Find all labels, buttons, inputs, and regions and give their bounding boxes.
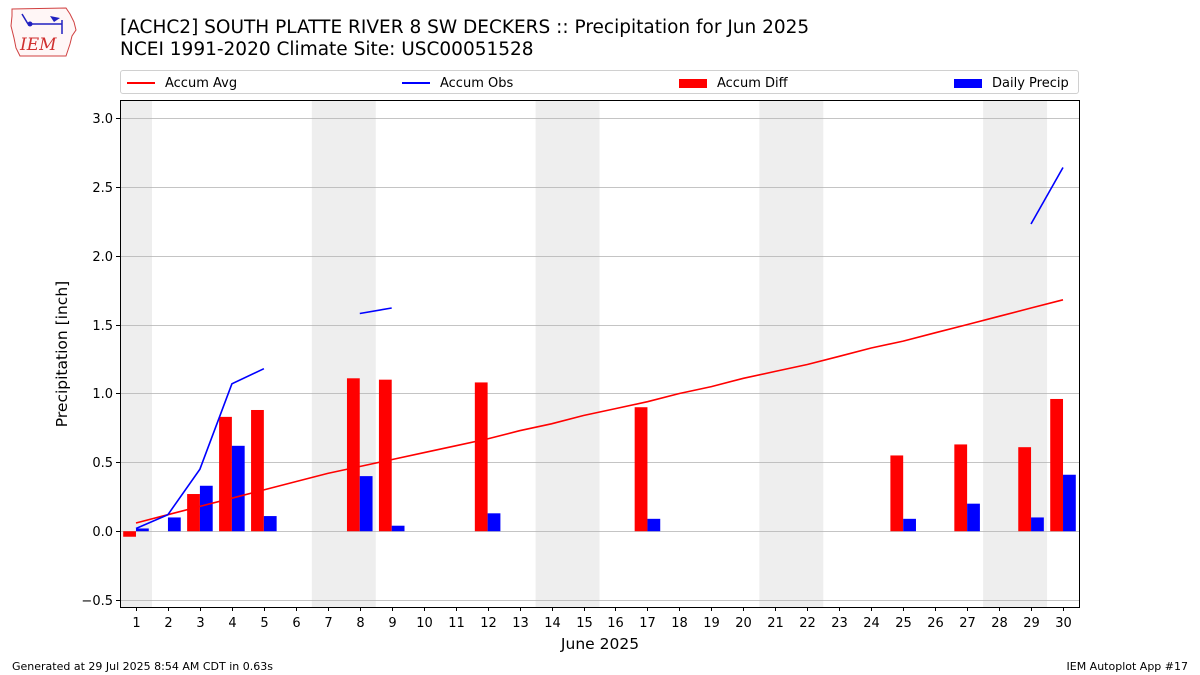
x-tick-label: 23 <box>831 616 848 631</box>
accum-diff-bar <box>378 379 392 532</box>
x-tick-label: 19 <box>703 616 720 631</box>
x-tick-label: 6 <box>292 616 300 631</box>
accum-avg-line <box>135 299 1064 524</box>
weekend-band <box>535 100 600 607</box>
accum-diff-bar <box>1018 447 1032 532</box>
y-tick-label: 0.0 <box>92 525 113 540</box>
y-axis-label: Precipitation [inch] <box>53 281 71 427</box>
x-tick-label: 27 <box>959 616 976 631</box>
legend-item-accum-obs: Accum Obs <box>402 74 513 92</box>
accum-diff-bar <box>346 378 360 532</box>
accum-diff-bar <box>251 409 264 532</box>
legend-item-accum-avg: Accum Avg <box>127 74 237 92</box>
daily-precip-bar <box>167 517 181 532</box>
accum-diff-bar <box>474 382 488 532</box>
x-tick-label: 30 <box>1055 616 1072 631</box>
x-tick-label: 16 <box>607 616 624 631</box>
x-tick-label: 18 <box>671 616 688 631</box>
x-tick-label: 29 <box>1023 616 1040 631</box>
legend-label-accum-avg: Accum Avg <box>165 75 238 91</box>
accum-diff-bar <box>123 531 136 537</box>
x-tick-label: 14 <box>544 616 561 631</box>
x-tick-label: 10 <box>416 616 433 631</box>
x-tick-label: 17 <box>639 616 656 631</box>
bars <box>123 378 1076 537</box>
iem-logo: IEM <box>10 7 77 57</box>
y-tick-label: 1.0 <box>92 387 113 402</box>
accum-diff-bar <box>890 455 904 532</box>
legend-item-accum-diff: Accum Diff <box>679 74 788 92</box>
chart-title: [ACHC2] SOUTH PLATTE RIVER 8 SW DECKERS … <box>120 17 810 38</box>
x-tick-label: 20 <box>735 616 752 631</box>
grid-lines <box>120 118 1079 601</box>
legend-swatch-accum-obs <box>402 82 430 84</box>
x-tick-label: 1 <box>132 616 140 631</box>
x-tick-label: 5 <box>260 616 268 631</box>
weekend-band <box>759 100 824 607</box>
accum-obs-line <box>1030 167 1064 225</box>
legend-swatch-accum-avg <box>127 82 155 84</box>
x-axis-label: June 2025 <box>560 635 639 653</box>
daily-precip-bar <box>487 513 501 532</box>
iowa-outline-icon <box>10 7 77 57</box>
y-tick-label: −0.5 <box>81 594 113 609</box>
x-tick-label: 7 <box>324 616 332 631</box>
daily-precip-bar <box>967 503 980 532</box>
legend-label-accum-obs: Accum Obs <box>440 75 514 91</box>
legend-swatch-accum-diff <box>679 78 707 88</box>
accum-diff-bar <box>1050 398 1064 532</box>
legend-label-daily-precip: Daily Precip <box>992 75 1069 91</box>
x-tick-label: 26 <box>927 616 944 631</box>
accum-diff-bar <box>634 407 648 532</box>
daily-precip-bar <box>1031 517 1044 532</box>
daily-precip-bar <box>1063 474 1076 532</box>
accum-diff-bar <box>187 494 200 532</box>
y-tick-label: 1.5 <box>92 319 113 334</box>
y-tick-label: 0.5 <box>92 456 113 471</box>
x-tick-label: 13 <box>512 616 529 631</box>
plot-frame <box>120 100 1080 608</box>
x-tick-label: 24 <box>863 616 880 631</box>
accum-diff-bar <box>954 444 968 532</box>
daily-precip-bar <box>391 525 405 532</box>
chart-subtitle: NCEI 1991-2020 Climate Site: USC00051528 <box>120 39 534 60</box>
accum-obs-line <box>135 367 265 530</box>
x-tick-label: 3 <box>196 616 204 631</box>
daily-precip-bar <box>199 485 213 532</box>
app-credit: IEM Autoplot App #17 <box>1066 660 1189 673</box>
daily-precip-bar <box>359 476 373 532</box>
accum-diff-bar <box>219 416 232 532</box>
daily-precip-bar <box>263 516 277 532</box>
legend: Accum Avg Accum Obs Accum Diff Daily Pre… <box>120 70 1079 94</box>
generated-timestamp: Generated at 29 Jul 2025 8:54 AM CDT in … <box>12 660 273 673</box>
y-tick-label: 3.0 <box>92 112 113 127</box>
x-tick-label: 15 <box>576 616 593 631</box>
x-tick-label: 22 <box>799 616 816 631</box>
x-tick-label: 8 <box>356 616 364 631</box>
axes: −0.50.00.51.01.52.02.53.01 2 3 4 5 6 7 8 9 10 11 12… <box>81 112 1071 631</box>
legend-label-accum-diff: Accum Diff <box>717 75 788 91</box>
lines <box>135 167 1064 530</box>
daily-precip-bar <box>647 518 661 532</box>
logo-text: IEM <box>19 35 57 55</box>
y-tick-label: 2.0 <box>92 250 113 265</box>
x-tick-label: 28 <box>991 616 1008 631</box>
daily-precip-bar <box>231 445 245 532</box>
accum-obs-line <box>359 307 392 315</box>
daily-precip-bar <box>903 518 916 532</box>
legend-item-daily-precip: Daily Precip <box>954 74 1069 92</box>
legend-swatch-daily-precip <box>954 78 982 88</box>
x-tick-label: 2 <box>164 616 172 631</box>
x-tick-label: 4 <box>228 616 236 631</box>
y-tick-label: 2.5 <box>92 181 113 196</box>
x-tick-label: 25 <box>895 616 912 631</box>
daily-precip-bar <box>135 528 149 532</box>
x-tick-label: 11 <box>448 616 465 631</box>
x-tick-label: 21 <box>767 616 784 631</box>
x-tick-label: 12 <box>480 616 497 631</box>
x-tick-label: 9 <box>388 616 396 631</box>
